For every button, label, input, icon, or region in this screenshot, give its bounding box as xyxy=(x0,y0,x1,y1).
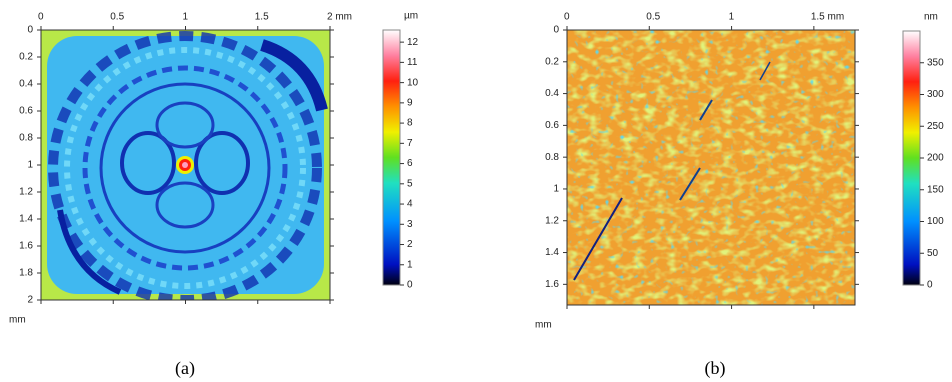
y-tick-label: 1.4 xyxy=(19,214,33,225)
colorbar-tick-label: 300 xyxy=(927,89,944,100)
y-tick-label: 2 xyxy=(27,295,33,306)
x-tick-label: 0 xyxy=(38,12,44,23)
colorbar-tick-label: 5 xyxy=(407,178,413,189)
x-tick-label: 0 xyxy=(564,12,570,23)
colorbar-tick-label: 1 xyxy=(407,259,413,270)
colorbar-tick-label: 0 xyxy=(407,280,413,291)
x-tick-label: 1.5 xyxy=(255,12,269,23)
colorbar-tick-label: 9 xyxy=(407,97,413,108)
y-tick-label: 1.6 xyxy=(545,279,559,290)
colorbar xyxy=(382,29,401,286)
caption: (b) xyxy=(705,358,726,379)
colorbar-label: µm xyxy=(404,11,418,22)
surface-map xyxy=(567,30,855,305)
colorbar-tick-label: 3 xyxy=(407,219,413,230)
y-tick-label: 1.4 xyxy=(545,247,559,258)
colorbar-tick-label: 7 xyxy=(407,138,413,149)
y-tick-label: 1.2 xyxy=(19,187,33,198)
y-tick-label: 0.8 xyxy=(545,152,559,163)
colorbar-tick-label: 2 xyxy=(407,239,413,250)
y-tick-label: 0.6 xyxy=(545,120,559,131)
y-tick-label: 0.8 xyxy=(19,133,33,144)
x-tick-label: 2 mm xyxy=(327,12,352,23)
colorbar-tick-label: 250 xyxy=(927,121,944,132)
plot-frame xyxy=(566,29,856,306)
y-tick-label: 1 xyxy=(27,160,33,171)
x-tick-label: 1 xyxy=(729,12,735,23)
colorbar-tick-label: 50 xyxy=(927,248,939,259)
surface-map xyxy=(41,30,330,300)
colorbar xyxy=(902,30,921,286)
colorbar-tick-label: 200 xyxy=(927,153,944,164)
x-tick-label: 0.5 xyxy=(646,12,660,23)
y-tick-label: 1.6 xyxy=(19,241,33,252)
y-tick-label: 0 xyxy=(27,25,33,36)
colorbar-tick-label: 10 xyxy=(407,77,419,88)
y-tick-label: 0.4 xyxy=(545,88,559,99)
colorbar-tick-label: 6 xyxy=(407,158,413,169)
y-tick-label: 0.4 xyxy=(19,79,33,90)
colorbar-tick-label: 4 xyxy=(407,199,413,210)
colorbar-tick-label: 12 xyxy=(407,37,419,48)
colorbar-label: nm xyxy=(924,12,938,23)
y-tick-label: 0.2 xyxy=(19,52,33,63)
colorbar-tick-label: 0 xyxy=(927,280,933,291)
y-axis-label: mm xyxy=(535,320,552,331)
caption: (a) xyxy=(175,358,195,379)
colorbar-tick-label: 150 xyxy=(927,184,944,195)
y-tick-label: 1.2 xyxy=(545,215,559,226)
colorbar-tick-label: 11 xyxy=(407,57,418,68)
colorbar-tick-label: 8 xyxy=(407,118,413,129)
colorbar-tick-label: 350 xyxy=(927,57,944,68)
x-tick-label: 1.5 mm xyxy=(811,12,844,23)
y-tick-label: 0.2 xyxy=(545,56,559,67)
y-axis-label: mm xyxy=(9,315,26,326)
colorbar-tick-label: 100 xyxy=(927,216,944,227)
x-tick-label: 0.5 xyxy=(110,12,124,23)
y-tick-label: 0.6 xyxy=(19,106,33,117)
x-tick-label: 1 xyxy=(183,12,189,23)
y-tick-label: 1 xyxy=(553,184,559,195)
y-tick-label: 1.8 xyxy=(19,268,33,279)
y-tick-label: 0 xyxy=(553,25,559,36)
